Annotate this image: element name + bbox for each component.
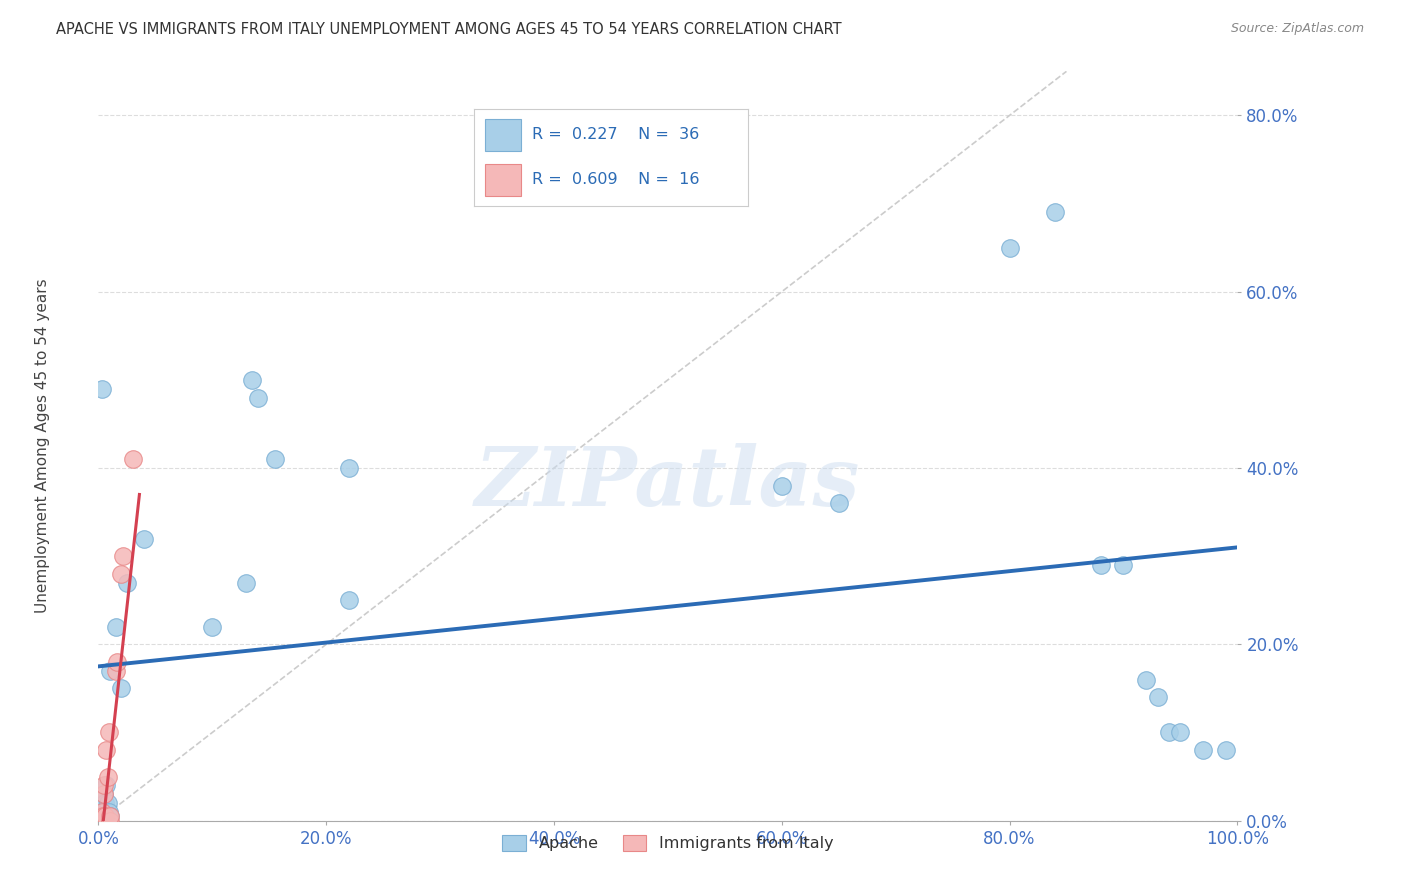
Point	[96, 805, 118, 819]
Point	[98, 809, 121, 823]
Text: Unemployment Among Ages 45 to 54 years: Unemployment Among Ages 45 to 54 years	[35, 278, 49, 614]
Point	[93, 787, 115, 801]
Point	[264, 452, 287, 467]
Point	[96, 778, 118, 792]
Point	[96, 743, 118, 757]
Point	[1146, 690, 1168, 705]
Point	[110, 566, 132, 581]
Point	[98, 814, 121, 828]
Point	[96, 796, 118, 810]
Point	[1170, 725, 1192, 739]
Text: ZIPatlas: ZIPatlas	[475, 443, 860, 524]
Point	[1090, 558, 1112, 572]
Point	[94, 809, 117, 823]
Point	[90, 805, 112, 819]
Point	[104, 620, 127, 634]
Point	[121, 452, 143, 467]
Point	[235, 575, 257, 590]
Point	[337, 461, 360, 475]
Point	[93, 778, 115, 792]
Text: APACHE VS IMMIGRANTS FROM ITALY UNEMPLOYMENT AMONG AGES 45 TO 54 YEARS CORRELATI: APACHE VS IMMIGRANTS FROM ITALY UNEMPLOY…	[56, 22, 842, 37]
Point	[93, 787, 115, 801]
Point	[246, 391, 269, 405]
Point	[90, 382, 112, 396]
Point	[998, 241, 1021, 255]
Point	[90, 809, 112, 823]
Text: Source: ZipAtlas.com: Source: ZipAtlas.com	[1230, 22, 1364, 36]
Point	[110, 681, 132, 696]
Point	[112, 549, 135, 564]
Point	[93, 805, 115, 819]
Point	[105, 655, 128, 669]
Point	[240, 373, 263, 387]
Point	[1135, 673, 1157, 687]
Point	[132, 532, 155, 546]
Point	[1157, 725, 1180, 739]
Point	[770, 478, 793, 492]
Point	[1192, 743, 1215, 757]
Point	[97, 805, 120, 819]
Point	[337, 593, 360, 607]
Point	[97, 725, 120, 739]
Point	[98, 809, 121, 823]
Point	[91, 796, 114, 810]
Point	[98, 664, 121, 678]
Point	[115, 575, 138, 590]
Point	[201, 620, 224, 634]
Point	[94, 809, 117, 823]
Point	[90, 805, 112, 819]
Point	[104, 664, 127, 678]
Point	[1215, 743, 1237, 757]
Point	[1112, 558, 1135, 572]
Point	[91, 809, 114, 823]
Point	[94, 796, 117, 810]
Point	[96, 770, 118, 784]
Point	[1043, 205, 1066, 219]
Legend: Apache, Immigrants from Italy: Apache, Immigrants from Italy	[495, 829, 841, 857]
Point	[828, 496, 851, 510]
